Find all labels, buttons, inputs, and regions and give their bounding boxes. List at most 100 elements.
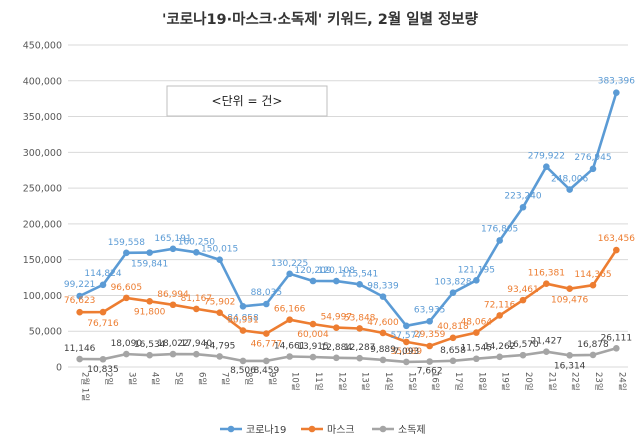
data-point <box>146 351 153 359</box>
data-label: 96,605 <box>111 283 143 293</box>
series-line-3 <box>78 346 618 364</box>
data-label: 88,035 <box>251 288 283 298</box>
x-tick-label: 8일 <box>243 372 253 385</box>
data-label: 72,116 <box>484 300 516 310</box>
data-label: 120,209 <box>294 266 331 276</box>
data-point <box>239 357 247 365</box>
data-point <box>426 317 433 325</box>
series-line-2 <box>78 248 618 348</box>
data-point <box>333 354 340 362</box>
x-tick-label: 13일 <box>360 372 370 391</box>
x-tick-label: 11일 <box>313 372 323 391</box>
data-label: 48,064 <box>461 318 493 328</box>
data-label: 21,427 <box>531 337 563 347</box>
y-tick-label: 150,000 <box>23 255 62 266</box>
unit-annotation-box: <단위 = 건> <box>166 85 328 117</box>
data-label: 16,570 <box>507 340 539 350</box>
gridlines <box>68 44 628 368</box>
data-label: 7,093 <box>393 347 419 357</box>
data-label: 159,558 <box>108 238 145 248</box>
data-label: 75,902 <box>204 298 236 308</box>
data-label: 150,015 <box>201 245 238 255</box>
x-tick-label: 23일 <box>593 372 603 391</box>
data-point <box>356 325 363 332</box>
data-label: 11,146 <box>64 344 96 354</box>
data-label: 35,089 <box>391 347 423 357</box>
x-tick-label: 19일 <box>500 372 510 391</box>
y-axis: 0 50,000 100,000 150,000 200,000 250,000 300,0… <box>23 41 62 374</box>
data-point <box>566 352 573 359</box>
data-label: 63,935 <box>414 305 446 315</box>
data-point <box>473 355 480 363</box>
data-point <box>543 280 550 288</box>
x-tick-label: 15일 <box>406 372 416 391</box>
data-point <box>449 334 457 342</box>
legend-label: 소독제 <box>398 424 426 436</box>
data-point <box>216 353 223 360</box>
data-label: 53,848 <box>344 313 376 323</box>
x-tick-label: 3일 <box>126 372 136 385</box>
data-point <box>496 237 503 244</box>
unit-annotation: <단위 = 건> <box>212 94 283 108</box>
data-point <box>379 356 387 364</box>
data-point <box>356 354 363 362</box>
data-point <box>239 302 247 310</box>
data-label: 121,195 <box>458 265 495 275</box>
data-label: 18,022 <box>157 339 189 349</box>
data-point <box>566 186 573 193</box>
y-tick-label: 350,000 <box>23 112 62 123</box>
data-point <box>379 329 387 337</box>
data-label: 10,835 <box>87 365 119 375</box>
x-tick-label: 7일 <box>220 372 230 385</box>
y-tick-label: 100,000 <box>23 291 62 302</box>
data-point <box>146 298 153 305</box>
data-label: 12,287 <box>344 343 376 353</box>
data-point <box>99 308 107 316</box>
data-label: 16,878 <box>577 340 609 350</box>
data-label: 120,108 <box>318 266 355 276</box>
data-point <box>123 294 130 302</box>
data-point <box>263 357 270 365</box>
data-point <box>263 300 270 308</box>
data-label: 7,662 <box>417 367 443 377</box>
data-point <box>589 281 597 289</box>
data-point <box>426 342 433 350</box>
data-point <box>519 296 527 304</box>
data-point <box>356 281 363 288</box>
data-label: 13,915 <box>297 342 329 352</box>
data-label: 176,805 <box>481 224 518 234</box>
y-tick-label: 450,000 <box>23 41 62 52</box>
data-label: 276,945 <box>574 153 611 163</box>
data-point <box>403 338 410 346</box>
data-point <box>333 324 340 331</box>
data-label: 163,456 <box>598 234 635 244</box>
data-point <box>613 345 620 352</box>
data-point <box>473 329 480 336</box>
data-label: 86,994 <box>157 290 189 300</box>
data-point <box>426 358 433 365</box>
data-point <box>496 353 503 361</box>
data-label: 223,240 <box>504 191 541 201</box>
data-point <box>519 203 527 211</box>
data-label: 29,359 <box>414 330 446 340</box>
data-label: 159,841 <box>131 260 168 270</box>
data-label: 12,884 <box>321 343 353 353</box>
series-group <box>76 89 620 366</box>
data-label: 114,824 <box>84 269 121 279</box>
data-point <box>309 320 317 328</box>
series-line-1 <box>78 91 618 328</box>
data-point <box>239 327 247 334</box>
data-point <box>286 316 293 323</box>
y-tick-label: 200,000 <box>23 219 62 230</box>
x-tick-label: 2일 <box>103 372 113 385</box>
data-label: 114,365 <box>574 270 611 280</box>
y-tick-label: 300,000 <box>23 148 62 159</box>
data-point <box>146 249 153 256</box>
data-label: 109,476 <box>551 296 588 306</box>
data-point <box>76 355 83 363</box>
x-tick-label: 22일 <box>570 372 580 391</box>
data-point <box>169 245 177 253</box>
data-label: 9,889 <box>370 345 396 355</box>
